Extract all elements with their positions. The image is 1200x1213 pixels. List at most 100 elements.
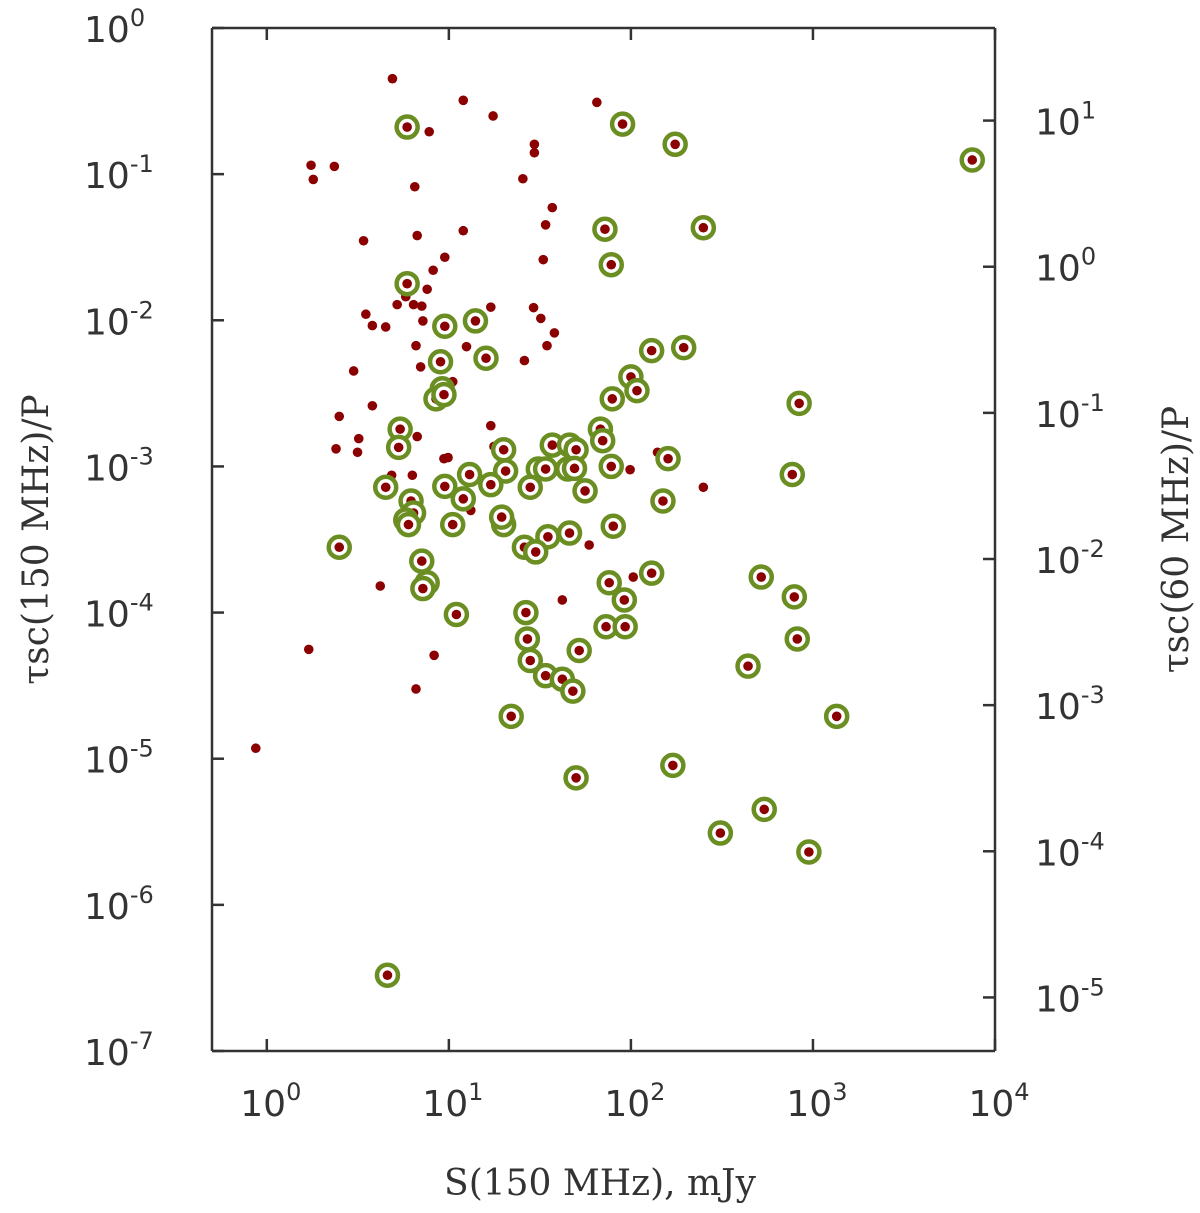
data-points xyxy=(250,73,986,988)
data-point xyxy=(584,540,594,550)
data-point xyxy=(549,328,560,338)
y-axis-right-title: τsc(60 MHz)/P xyxy=(1156,406,1197,673)
data-point xyxy=(571,444,581,455)
y-tick-label: 100 xyxy=(84,4,145,51)
data-point xyxy=(571,773,581,783)
data-point xyxy=(470,316,481,326)
data-point xyxy=(481,353,491,364)
data-point xyxy=(439,481,450,492)
data-point xyxy=(439,453,449,464)
data-point xyxy=(668,760,678,771)
data-point xyxy=(597,435,608,446)
data-point xyxy=(604,577,615,588)
data-point xyxy=(538,254,549,265)
data-point xyxy=(600,224,610,235)
data-point xyxy=(411,340,421,351)
data-point xyxy=(542,340,552,351)
data-point xyxy=(619,595,630,605)
data-point xyxy=(663,453,673,464)
data-point xyxy=(543,531,553,542)
data-point xyxy=(580,486,590,496)
data-point xyxy=(439,389,449,400)
data-point xyxy=(402,122,412,132)
data-point xyxy=(331,444,341,454)
data-point xyxy=(787,469,798,480)
data-point xyxy=(530,547,541,557)
data-point xyxy=(352,447,363,458)
data-point xyxy=(658,496,668,506)
data-point xyxy=(424,126,435,137)
data-point xyxy=(408,299,419,310)
data-point xyxy=(464,469,475,480)
data-point xyxy=(529,147,540,158)
y-tick-label: 10-1 xyxy=(84,150,154,197)
data-point xyxy=(518,173,528,184)
data-point xyxy=(632,385,642,396)
y-axis-right: 101 100 10-1 10-2 10-3 10-4 10-5 xyxy=(983,97,1105,1020)
data-point xyxy=(367,400,378,411)
data-point xyxy=(540,464,551,474)
data-point xyxy=(392,299,402,310)
y-axis-left: 100 10-1 10-2 10-3 10-4 10-5 10-6 10-7 xyxy=(84,4,224,1074)
y-right-tick-label: 100 xyxy=(1035,243,1096,290)
data-point xyxy=(759,804,770,815)
data-point xyxy=(303,644,314,655)
data-point xyxy=(458,225,469,236)
y-axis-title: τsc(150 MHz)/P xyxy=(16,394,57,684)
data-point xyxy=(525,655,536,666)
data-point xyxy=(698,222,709,233)
data-point xyxy=(792,634,803,644)
data-point xyxy=(521,607,531,618)
data-point xyxy=(439,252,450,263)
data-point xyxy=(348,366,359,376)
data-point xyxy=(486,479,496,490)
data-point xyxy=(756,572,767,582)
data-point xyxy=(461,341,472,352)
data-point xyxy=(831,711,842,722)
data-point xyxy=(458,95,469,106)
data-point xyxy=(670,139,680,150)
data-point xyxy=(547,202,558,213)
data-point xyxy=(412,230,422,241)
x-tick-label: 101 xyxy=(422,1078,483,1125)
data-point xyxy=(367,320,378,331)
data-point xyxy=(486,302,496,312)
data-point xyxy=(715,828,726,838)
y-right-tick-label: 10-1 xyxy=(1035,389,1105,436)
data-point xyxy=(380,322,391,332)
data-point xyxy=(564,528,575,538)
data-point xyxy=(789,592,800,602)
data-point xyxy=(486,420,496,431)
y-right-tick-label: 101 xyxy=(1035,97,1096,144)
data-point xyxy=(628,572,639,582)
data-point xyxy=(250,743,261,754)
data-point xyxy=(447,519,458,530)
data-point xyxy=(519,355,530,366)
data-point xyxy=(358,235,369,246)
data-point xyxy=(353,433,364,444)
data-point xyxy=(743,661,753,671)
data-point xyxy=(308,174,319,185)
data-point xyxy=(804,847,814,857)
x-axis-title: S(150 MHz), mJy xyxy=(444,1163,757,1204)
data-point xyxy=(422,284,432,295)
y-tick-label: 10-5 xyxy=(84,735,154,782)
data-point xyxy=(412,431,422,442)
data-point xyxy=(557,595,568,605)
y-right-tick-label: 10-2 xyxy=(1035,535,1105,582)
data-point xyxy=(380,482,391,493)
x-axis: 100 101 102 103 104 xyxy=(240,28,1030,1125)
x-tick-label: 102 xyxy=(604,1078,665,1125)
data-point xyxy=(698,482,709,493)
data-point xyxy=(967,155,978,165)
data-point xyxy=(794,398,804,409)
y-right-tick-label: 10-4 xyxy=(1035,827,1105,874)
data-point xyxy=(435,356,446,367)
y-tick-label: 10-6 xyxy=(84,881,154,928)
data-point xyxy=(418,583,428,594)
data-point xyxy=(334,411,345,422)
data-point xyxy=(620,621,630,632)
data-point xyxy=(568,686,578,696)
y-tick-label: 10-4 xyxy=(84,589,154,636)
data-point xyxy=(451,609,462,620)
